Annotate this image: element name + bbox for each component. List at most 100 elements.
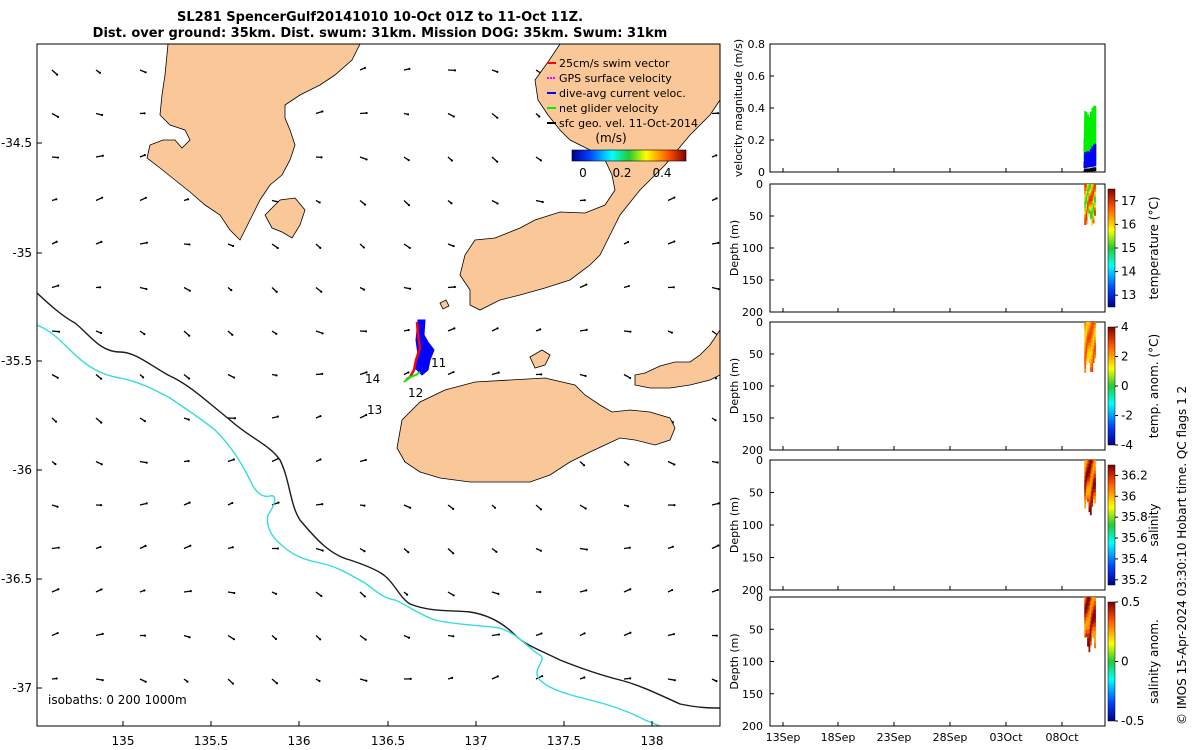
map-x-tick-label: 136.5 [371, 734, 405, 748]
heatmap-cell [1089, 330, 1092, 335]
heatmap-cell [1088, 624, 1091, 630]
current-arrow-head [145, 502, 148, 505]
current-arrow [51, 547, 59, 550]
heatmap-cell [1091, 338, 1094, 344]
current-arrow-head [100, 331, 103, 335]
y-axis-label: Depth (m) [728, 220, 741, 276]
current-arrow-head [538, 115, 541, 118]
heatmap-cell [1085, 322, 1088, 326]
heatmap-cell [1089, 186, 1092, 191]
land-islet-1 [529, 349, 551, 369]
map-panel: 11 12 13 14 135 135.5 136 136.5 137 137.5 138 … [1, 43, 721, 748]
heatmap-cell [1091, 460, 1094, 465]
heatmap-cell [1085, 630, 1088, 634]
heatmap-cell [1091, 330, 1094, 335]
colorbar-tick-label: 4 [1121, 320, 1129, 334]
heatmap-cell [1088, 208, 1091, 212]
heatmap-cell [1089, 350, 1092, 356]
current-arrow-head [452, 370, 455, 374]
heatmap-cell [1088, 494, 1091, 500]
current-arrow-head [629, 631, 632, 634]
heatmap-cell [1084, 623, 1087, 628]
current-arrow [711, 330, 718, 336]
current-arrow-head [231, 501, 234, 505]
heatmap-cell [1089, 192, 1092, 196]
land-eyre-peninsula-south [264, 197, 306, 239]
land-eyre-peninsula [146, 44, 361, 241]
heatmap-cell [1092, 617, 1095, 622]
map-frame [36, 43, 721, 727]
legend-entry: sfc geo. vel. 11-Oct-2014 [559, 117, 698, 130]
heatmap-cell [1091, 613, 1094, 618]
heatmap-cell [1084, 617, 1087, 621]
heatmap-cell [1091, 190, 1094, 195]
current-arrow [491, 156, 498, 163]
heatmap-cell [1084, 351, 1087, 357]
y-axis-label: Depth (m) [728, 497, 741, 553]
heatmap-cell [1091, 187, 1094, 192]
heatmap-cell [1089, 601, 1092, 606]
heatmap-cell [1085, 600, 1088, 604]
heatmap-cell [1088, 352, 1091, 357]
current-arrow-head [407, 159, 410, 162]
heatmap-cell [1094, 325, 1096, 329]
heatmap-cell [1088, 193, 1091, 197]
heatmap-cell [1084, 200, 1087, 205]
y-tick-label: 0 [758, 166, 765, 179]
heatmap-cell [1087, 470, 1089, 475]
current-arrow-head [629, 677, 632, 680]
y-tick-label: 200 [742, 306, 763, 319]
heatmap-cell [1092, 479, 1095, 483]
current-arrow [51, 330, 60, 333]
heatmap-cell [1092, 322, 1095, 326]
heatmap-cell [1088, 507, 1091, 513]
current-arrow-head [318, 679, 321, 683]
heatmap-cell [1091, 467, 1094, 472]
heatmap-cell [1089, 355, 1092, 360]
heatmap-cell [1094, 639, 1096, 644]
y-tick-label: 0.4 [748, 102, 766, 115]
current-arrow-head [144, 544, 147, 547]
heatmap-cell [1087, 625, 1089, 631]
current-arrow [579, 284, 587, 289]
current-arrow-head [232, 638, 236, 641]
current-arrow [227, 373, 235, 379]
heatmap-cell [1094, 331, 1096, 335]
current-arrow-head [451, 676, 454, 679]
current-arrow-head [406, 113, 410, 116]
current-arrow-head [143, 634, 147, 637]
heatmap-cell [1089, 637, 1092, 642]
heatmap-cell [1091, 626, 1094, 631]
heatmap-cell [1089, 460, 1092, 465]
heatmap-cell [1094, 630, 1096, 636]
current-arrow-head [496, 675, 499, 678]
heatmap-cell [1084, 472, 1087, 477]
current-arrow [95, 633, 103, 637]
current-arrow-head [452, 552, 455, 555]
current-arrow [623, 588, 631, 593]
current-arrow-head [231, 682, 235, 685]
current-arrow [51, 69, 58, 76]
heatmap-cell [1087, 467, 1089, 471]
day-label-13: 13 [367, 403, 382, 417]
current-arrow-head [188, 636, 191, 639]
current-arrow-head [407, 636, 411, 639]
heatmap-cell [1091, 620, 1094, 624]
heatmap-cell [1084, 347, 1087, 352]
heatmap-cell [1094, 328, 1096, 332]
y-tick-label: 100 [742, 519, 763, 532]
current-arrow-head [55, 198, 58, 201]
current-arrow [491, 591, 499, 595]
current-arrow-head [145, 461, 148, 464]
heatmap-cell [1085, 204, 1088, 208]
heatmap-cell [1092, 339, 1095, 343]
current-arrow-head [496, 327, 499, 330]
heatmap-cell [1089, 496, 1092, 502]
current-arrow-head [364, 458, 367, 462]
heatmap-cell [1088, 464, 1091, 469]
heatmap-cell [1085, 466, 1088, 471]
current-arrow [271, 199, 279, 203]
heatmap-cell [1088, 188, 1091, 192]
heatmap-cell [1088, 355, 1091, 360]
